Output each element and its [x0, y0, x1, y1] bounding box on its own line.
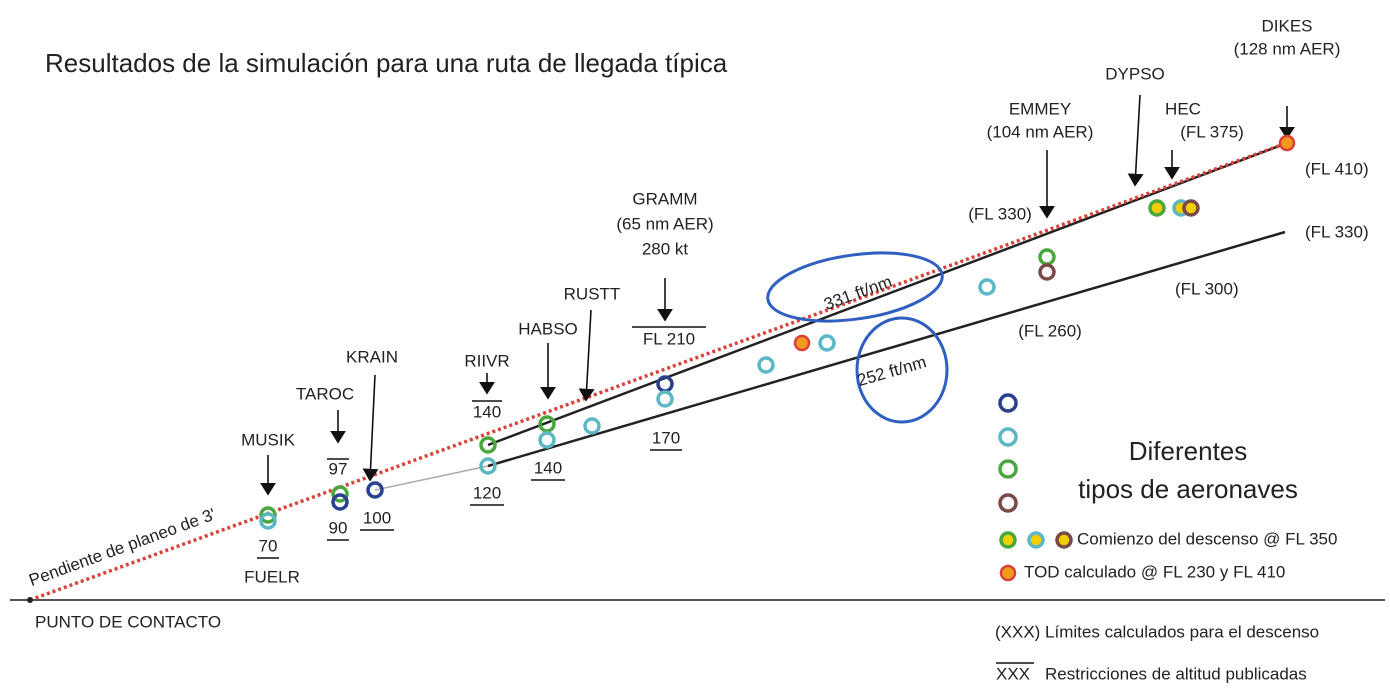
waypoint: DYPSO — [1105, 64, 1165, 83]
aircraft-markers — [259, 134, 1296, 582]
legend-entry: Comienzo del descenso @ FL 350 — [1077, 529, 1337, 548]
waypoint-note: (FL 375) — [1180, 122, 1244, 141]
highlight — [766, 251, 944, 323]
waypoint: EMMEY — [1009, 99, 1071, 118]
waypoint: RIIVR — [464, 351, 509, 370]
altitude: 140 — [534, 458, 562, 477]
altitude: (FL 300) — [1175, 279, 1239, 298]
altitude: (FL 260) — [1018, 321, 1082, 340]
legend-entry: (XXX) Límites calculados para el descens… — [995, 622, 1319, 641]
waypoint: MUSIK — [241, 430, 296, 449]
legend-entry: TOD calculado @ FL 230 y FL 410 — [1024, 562, 1285, 581]
altitude: 70 — [259, 536, 278, 555]
altitude: FL 210 — [643, 329, 695, 348]
waypoint: TAROC — [296, 384, 354, 403]
waypoint: FUELR — [244, 567, 300, 586]
waypoint: GRAMM — [632, 189, 697, 208]
touchdown-dot — [27, 597, 33, 603]
descent-252 — [487, 230, 1286, 468]
altitude: 120 — [473, 483, 501, 502]
altitude: (FL 330) — [1305, 222, 1369, 241]
altitude: (FL 410) — [1305, 159, 1369, 178]
glide-path — [29, 141, 1288, 602]
altitude: (FL 330) — [968, 204, 1032, 223]
legend-symbol: XXX — [996, 664, 1030, 683]
waypoint-note: (65 nm AER) — [616, 214, 713, 233]
legend-title: Diferentes — [1129, 436, 1248, 466]
legend-title: tipos de aeronaves — [1078, 474, 1298, 504]
waypoint: KRAIN — [346, 347, 398, 366]
descent-331 — [487, 141, 1288, 447]
restriction-bars — [257, 326, 1034, 664]
altitude: 100 — [363, 508, 391, 527]
waypoint: DIKES — [1261, 16, 1312, 35]
slope-label: 331 ft/nm — [821, 272, 894, 314]
waypoint-note: (128 nm AER) — [1234, 39, 1341, 58]
waypoint-speed: 280 kt — [642, 239, 689, 258]
legend-entry: Restricciones de altitud publicadas — [1045, 664, 1307, 683]
arrows — [260, 94, 1295, 496]
slope-label: 252 ft/nm — [855, 352, 928, 390]
altitude: 90 — [329, 518, 348, 537]
slope-label: Pendiente de planeo de 3' — [26, 505, 218, 590]
touchdown-label: PUNTO DE CONTACTO — [35, 612, 221, 631]
highlight — [855, 316, 949, 424]
altitude: 170 — [652, 428, 680, 447]
title: Resultados de la simulación para una rut… — [45, 48, 728, 78]
waypoint: HABSO — [518, 319, 578, 338]
connector — [374, 465, 489, 491]
waypoint-note: (104 nm AER) — [987, 122, 1094, 141]
altitude: 140 — [473, 402, 501, 421]
altitude: 97 — [329, 459, 348, 478]
waypoint: RUSTT — [564, 284, 621, 303]
waypoint: HEC — [1165, 99, 1201, 118]
